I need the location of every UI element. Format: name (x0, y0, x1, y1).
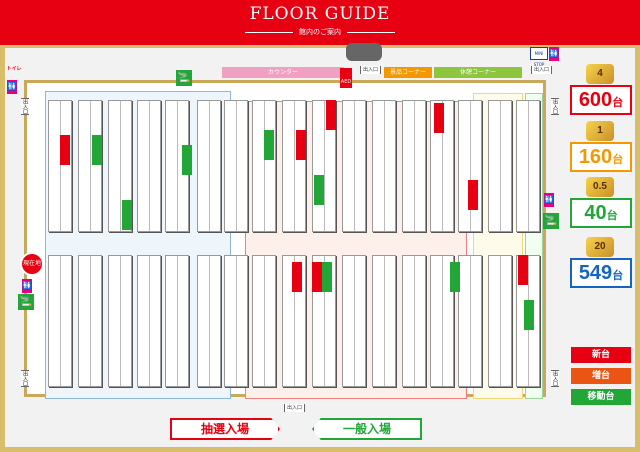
machine-status-marker (60, 135, 70, 165)
machine-island[interactable] (516, 100, 540, 232)
machine-status-marker (312, 262, 322, 292)
rate-coin-icon: 20 (586, 237, 614, 257)
count-unit: 台 (612, 154, 624, 166)
machine-island[interactable] (488, 255, 512, 387)
machine-status-marker (314, 175, 324, 205)
machine-island[interactable] (372, 255, 396, 387)
machine-island[interactable] (224, 255, 248, 387)
machine-island[interactable] (282, 100, 306, 232)
machine-status-marker (182, 145, 192, 175)
machine-island[interactable] (252, 255, 276, 387)
machine-status-marker (326, 100, 336, 130)
lottery-entry-button[interactable]: 抽選入場 (170, 418, 280, 440)
smoking-icon: 🚬 (18, 294, 34, 310)
machine-island[interactable] (165, 255, 189, 387)
page-subtitle: 館内のご案内 (0, 27, 640, 37)
machine-island[interactable] (252, 100, 276, 232)
restroom-icon: 🚻 (544, 193, 554, 207)
machine-island[interactable] (78, 255, 102, 387)
machine-status-marker (92, 135, 102, 165)
count-value: 160 (578, 146, 613, 168)
machine-island[interactable] (48, 100, 72, 232)
machine-status-marker (264, 130, 274, 160)
legend-item: 増台 (571, 368, 631, 384)
machine-island[interactable] (48, 255, 72, 387)
current-location-badge: 現在地 (20, 252, 44, 276)
smoking-icon: 🚬 (543, 213, 559, 229)
rate-coin-icon: 0.5 (586, 177, 614, 197)
store-logo (346, 43, 382, 61)
legend-item: 移動台 (571, 389, 631, 405)
rate-coin-icon: 4 (586, 64, 614, 84)
entrance-right-top[interactable]: 出入口 (551, 98, 559, 115)
entrance-bottom[interactable]: 出入口 (284, 404, 306, 412)
legend-item: 新台 (571, 347, 631, 363)
machine-island[interactable] (197, 100, 221, 232)
restroom-icon: 🚻 (549, 47, 559, 61)
counter-label: カウンター (222, 67, 344, 78)
machine-status-marker (296, 130, 306, 160)
machine-island[interactable] (108, 255, 132, 387)
restroom-icon: 🚻 (22, 279, 32, 293)
machine-island[interactable] (372, 100, 396, 232)
machine-island[interactable] (137, 100, 161, 232)
entrance-right-bottom[interactable]: 出入口 (551, 370, 559, 387)
entrance-top-right[interactable]: 出入口 (531, 66, 553, 74)
count-value: 40 (584, 202, 607, 224)
machine-status-marker (292, 262, 302, 292)
general-entry-button[interactable]: 一般入場 (312, 418, 422, 440)
machine-status-marker (524, 300, 534, 330)
machine-status-marker (518, 255, 528, 285)
count-value: 549 (578, 262, 613, 284)
rate-coin-icon: 1 (586, 121, 614, 141)
machine-island[interactable] (402, 100, 426, 232)
toilet-logo: トイレ (6, 66, 22, 72)
machine-island[interactable] (342, 255, 366, 387)
count-unit: 台 (612, 97, 624, 109)
machine-island[interactable] (78, 100, 102, 232)
rest-corner-label: 休憩コーナー (434, 67, 522, 78)
ministop-icon: MINI STOP (530, 47, 548, 67)
machine-count-2: 40台 (570, 198, 632, 228)
count-unit: 台 (612, 270, 624, 282)
entrance-left-top[interactable]: 出入口 (21, 98, 29, 115)
count-value: 600 (578, 89, 613, 111)
machine-status-marker (322, 262, 332, 292)
machine-island[interactable] (342, 100, 366, 232)
machine-island[interactable] (488, 100, 512, 232)
aed-icon: AED (340, 68, 352, 88)
machine-status-marker (122, 200, 132, 230)
entrance-left-bottom[interactable]: 出入口 (21, 370, 29, 387)
machine-count-1: 160台 (570, 142, 632, 172)
machine-count-3: 549台 (570, 258, 632, 288)
page-title: FLOOR GUIDE (249, 4, 391, 24)
header: FLOOR GUIDE 館内のご案内 (0, 0, 640, 45)
smoking-icon: 🚬 (176, 70, 192, 86)
machine-island[interactable] (137, 255, 161, 387)
machine-island[interactable] (197, 255, 221, 387)
machine-island[interactable] (458, 255, 482, 387)
restroom-icon: 🚻 (7, 80, 17, 94)
machine-island[interactable] (458, 100, 482, 232)
machine-status-marker (450, 262, 460, 292)
machine-island[interactable] (224, 100, 248, 232)
count-unit: 台 (606, 210, 618, 222)
machine-count-0: 600台 (570, 85, 632, 115)
machine-status-marker (468, 180, 478, 210)
entrance-top[interactable]: 出入口 (360, 66, 382, 74)
prize-corner-label: 景品コーナー (384, 67, 432, 78)
machine-status-marker (434, 103, 444, 133)
machine-island[interactable] (402, 255, 426, 387)
